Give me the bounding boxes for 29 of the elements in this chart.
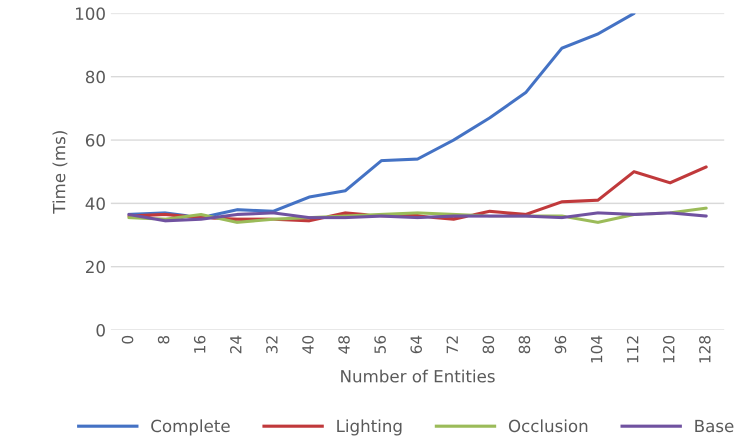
x-tick-label: 128 — [699, 336, 711, 362]
legend-label: Occlusion — [508, 419, 588, 432]
x-tick-label: 56 — [374, 336, 386, 354]
x-tick-label: 40 — [302, 336, 314, 354]
legend-label: Complete — [151, 419, 230, 436]
x-tick-label: 32 — [266, 336, 278, 354]
x-tick-label: 80 — [482, 336, 494, 354]
x-axis-title: Number of Entities — [341, 370, 495, 383]
x-tick-label: 96 — [554, 336, 566, 354]
y-tick-label: 60 — [86, 134, 105, 147]
y-tick-label: 100 — [76, 7, 105, 20]
line-series — [127, 211, 708, 222]
legend-label: Lighting — [337, 419, 402, 436]
x-tick-label: 48 — [338, 336, 350, 354]
y-tick-label: 80 — [86, 70, 105, 84]
x-tick-label: 120 — [662, 336, 675, 362]
x-tick-label: 112 — [626, 336, 638, 362]
y-tick-label: 40 — [86, 197, 105, 210]
x-tick-label: 88 — [518, 336, 530, 354]
x-tick-label: 72 — [446, 336, 458, 354]
x-tick-label: 64 — [410, 336, 422, 354]
x-tick-label: 16 — [194, 336, 206, 353]
x-tick-label: 104 — [590, 336, 602, 362]
x-tick-label: 0 — [122, 336, 134, 344]
y-tick-label: 20 — [86, 260, 105, 274]
x-tick-label: 24 — [230, 336, 242, 354]
legend-label: Base — [695, 420, 734, 432]
y-axis-title: Time (ms) — [52, 131, 68, 214]
x-tick-label: 8 — [158, 336, 170, 344]
